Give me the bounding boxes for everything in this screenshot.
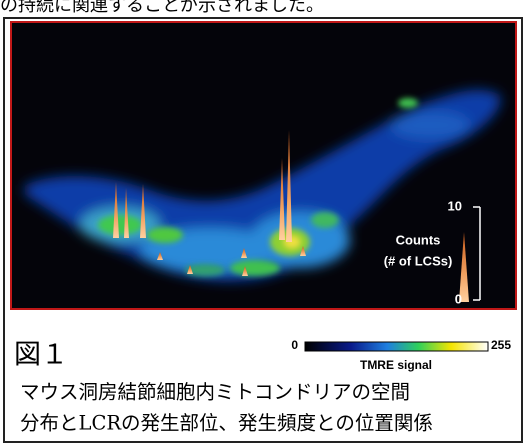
header-text: の持続に関連することが示されました。	[0, 0, 324, 16]
scale-top-tick: 10	[448, 198, 462, 213]
colorbar	[305, 342, 488, 351]
scale-label: (# of LCSs)	[384, 253, 453, 268]
page: の持続に関連することが示されました。 10 Co	[0, 0, 526, 443]
scale-label: Counts	[396, 232, 441, 247]
caption-line: 分布とLCRの発生部位、発生頻度との位置関係	[20, 412, 433, 435]
colorbar-max: 255	[491, 338, 511, 352]
colorbar-label: TMRE signal	[360, 358, 432, 372]
colorbar-min: 0	[291, 338, 298, 352]
figure: の持続に関連することが示されました。 10 Co	[0, 0, 526, 443]
caption-line: マウス洞房結節細胞内ミトコンドリアの空間	[20, 381, 410, 404]
scale-bottom-tick: 0	[455, 291, 462, 306]
figure-label: 図１	[14, 340, 68, 371]
